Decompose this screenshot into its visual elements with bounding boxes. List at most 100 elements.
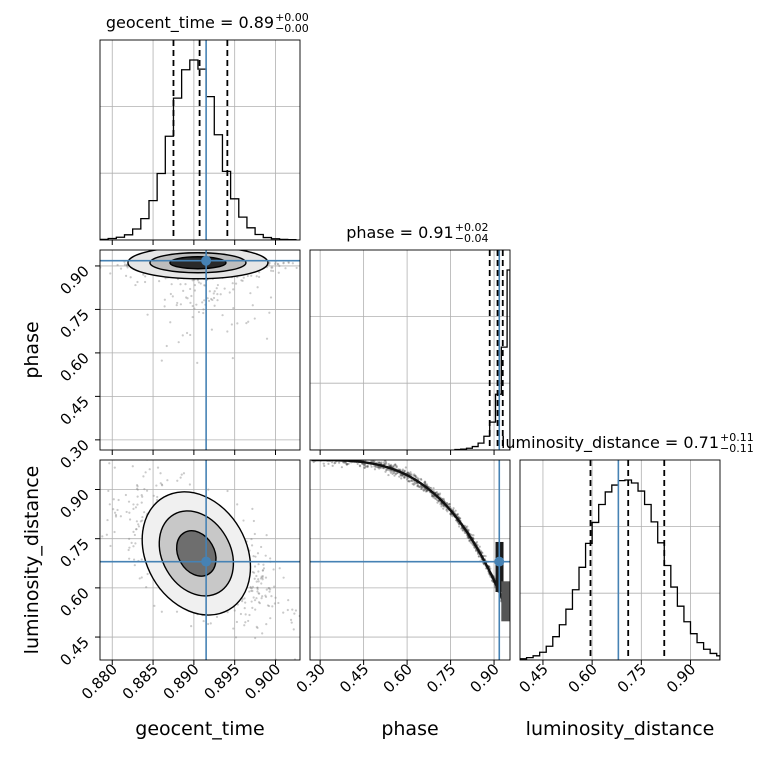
sample-point [431,493,434,497]
sample-point [160,359,163,362]
sample-point [407,471,410,474]
sample-point [257,275,261,279]
sample-point [252,596,255,599]
sample-point [159,482,162,485]
sample-point [169,292,172,296]
sample-point [243,624,246,627]
title-upper-error: +0.02 [455,221,489,234]
sample-point [373,468,377,471]
sample-point [395,466,398,469]
sample-point [384,460,387,463]
sample-point [140,576,143,579]
sample-point [216,283,220,287]
sample-point [141,519,144,522]
sample-point [179,283,182,286]
sample-point [244,613,247,616]
sample-point [240,279,243,282]
sample-point [406,471,409,474]
sample-point [274,596,277,599]
sample-point [255,625,258,628]
sample-point [340,455,342,457]
sample-point [423,488,427,491]
sample-point [435,491,438,494]
sample-point [377,466,381,469]
title-phase: phase = 0.91 [346,223,453,242]
sample-point [403,476,406,479]
sample-point [452,507,455,510]
sample-point [438,493,441,496]
sample-point [253,565,257,568]
sample-point [340,454,342,456]
sample-point [391,470,394,473]
sample-point [398,475,401,478]
sample-point [399,468,402,471]
sample-point [268,311,271,314]
sample-point [152,494,155,497]
sample-point [203,284,206,287]
sample-point [333,457,335,459]
sample-point [345,463,348,466]
sample-point [112,498,115,501]
sample-point [166,479,169,482]
sample-point [216,293,219,296]
sample-point [392,464,395,467]
sample-point [408,473,411,476]
sample-point [292,628,295,631]
sample-point [270,595,273,598]
panel-content [100,40,297,240]
sample-point [94,463,96,465]
sample-point [140,558,143,561]
sample-point [143,280,147,284]
sample-point [171,295,174,298]
sample-point [251,589,254,593]
sample-point [142,273,145,276]
sample-point [286,608,289,612]
sample-point [385,462,388,465]
sample-point [125,510,128,514]
sample-point [270,269,273,272]
x-axis-label-luminosity_distance: luminosity_distance [526,718,715,740]
sample-point [391,465,394,468]
sample-point [416,476,419,479]
sample-point [140,494,143,497]
sample-point [207,299,211,303]
sample-point [342,454,344,456]
sample-point [128,537,131,540]
sample-point [256,586,259,590]
sample-point [457,515,460,519]
y-axis-label-phase: phase [21,321,43,378]
sample-point [434,497,437,500]
sample-point [322,462,325,465]
sample-point [153,604,156,607]
sample-point [422,489,425,492]
sample-point [145,586,148,589]
sample-point [243,597,246,600]
sample-point [419,477,423,481]
sample-point [135,528,138,531]
sample-point [254,636,257,640]
sample-point [423,481,426,484]
sample-point [191,279,194,282]
title-lower-error: −0.00 [275,22,309,35]
title-geocent_time: geocent_time = 0.89 [106,13,274,33]
sample-point [134,283,137,287]
sample-point [155,498,159,502]
sample-point [382,467,385,470]
sample-point [454,509,457,512]
sample-point [293,612,296,615]
sample-point [235,620,239,624]
sample-point [484,555,487,558]
sample-point [141,495,144,498]
tick-label-x: 0.30 [293,660,329,696]
sample-point [272,568,275,571]
sample-point [260,545,263,549]
sample-point [409,479,413,482]
sample-point [413,473,416,476]
sample-point [407,480,410,483]
sample-point [437,499,440,503]
sample-point [282,261,285,264]
sample-point [442,507,445,510]
sample-point [269,588,272,591]
sample-point [136,488,139,491]
sample-point [435,491,438,494]
